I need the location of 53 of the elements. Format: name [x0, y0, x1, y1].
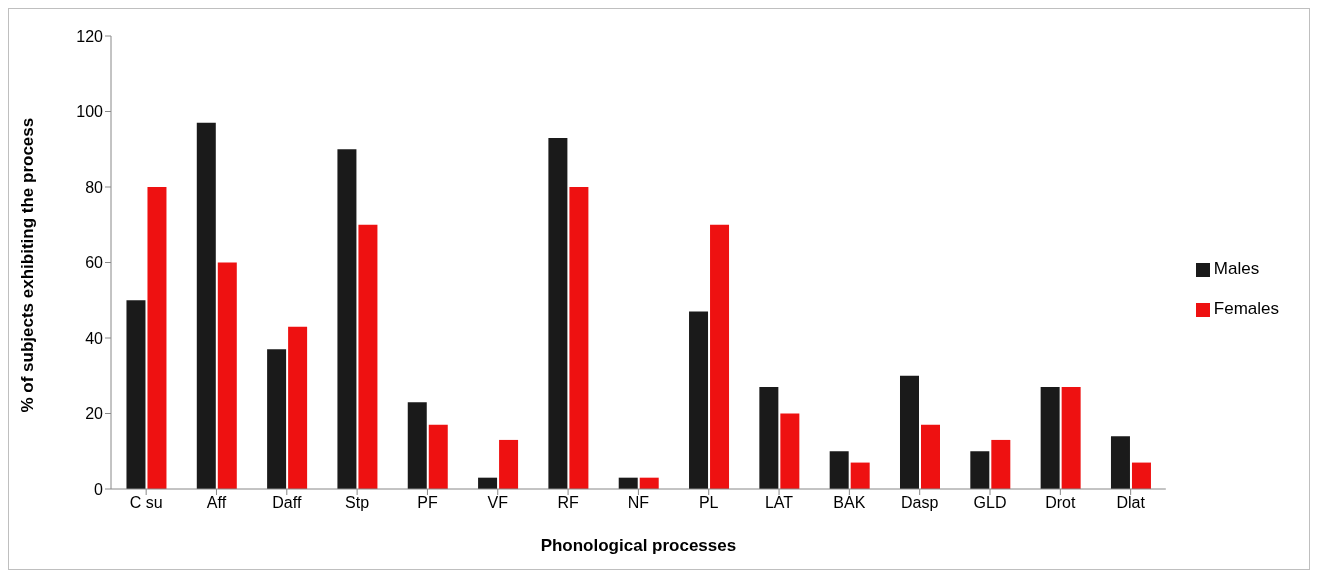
x-tick-label: Daff	[272, 494, 302, 512]
y-tick-label: 20	[85, 405, 104, 423]
bar	[970, 451, 990, 489]
bar	[1110, 436, 1130, 489]
y-axis-title: % of subjects exhibiting the process	[18, 117, 38, 413]
y-tick-label: 40	[85, 329, 104, 347]
x-tick-label: Dasp	[901, 494, 939, 512]
x-tick-label: VF	[487, 494, 509, 512]
bar	[147, 187, 167, 489]
bar	[548, 137, 568, 489]
x-tick-label: C su	[129, 494, 163, 512]
x-tick-label: NF	[627, 494, 650, 512]
bar	[407, 402, 427, 489]
bar	[759, 387, 779, 489]
x-tick-label: BAK	[833, 494, 866, 512]
bar	[1061, 387, 1081, 489]
x-tick-label: GLD	[973, 494, 1007, 512]
bar	[196, 122, 216, 489]
x-tick-label: PL	[698, 494, 719, 512]
bar	[921, 424, 940, 489]
x-tick-label: Drot	[1045, 494, 1076, 512]
bar	[358, 224, 378, 489]
x-tick-label: Stp	[345, 494, 370, 512]
bar	[569, 187, 589, 489]
bar	[900, 375, 919, 489]
x-tick-label: RF	[557, 494, 579, 512]
bar	[780, 413, 800, 489]
x-axis-title: Phonological processes	[540, 536, 737, 555]
legend-label: Females	[1213, 299, 1279, 318]
x-tick-label: Dlat	[1116, 494, 1146, 512]
x-tick-label: LAT	[764, 494, 794, 512]
x-tick-label: Aff	[206, 494, 227, 512]
y-tick-label: 80	[85, 178, 104, 196]
bar	[710, 224, 730, 489]
bar	[288, 326, 308, 489]
bar	[428, 424, 448, 489]
bar	[217, 262, 237, 489]
bar	[850, 462, 870, 489]
y-tick-label: 100	[76, 103, 104, 121]
bar	[1040, 387, 1060, 489]
bar	[267, 349, 287, 489]
bar	[337, 149, 357, 489]
bar	[689, 311, 709, 489]
bar	[1131, 462, 1151, 489]
bar	[991, 439, 1011, 489]
y-tick-label: 120	[76, 27, 104, 45]
bar	[499, 439, 519, 489]
y-tick-label: 0	[94, 480, 104, 498]
x-tick-label: PF	[417, 494, 438, 512]
bar	[126, 300, 146, 489]
legend-label: Males	[1213, 259, 1260, 278]
bar	[829, 451, 849, 489]
y-tick-label: 60	[85, 254, 104, 272]
